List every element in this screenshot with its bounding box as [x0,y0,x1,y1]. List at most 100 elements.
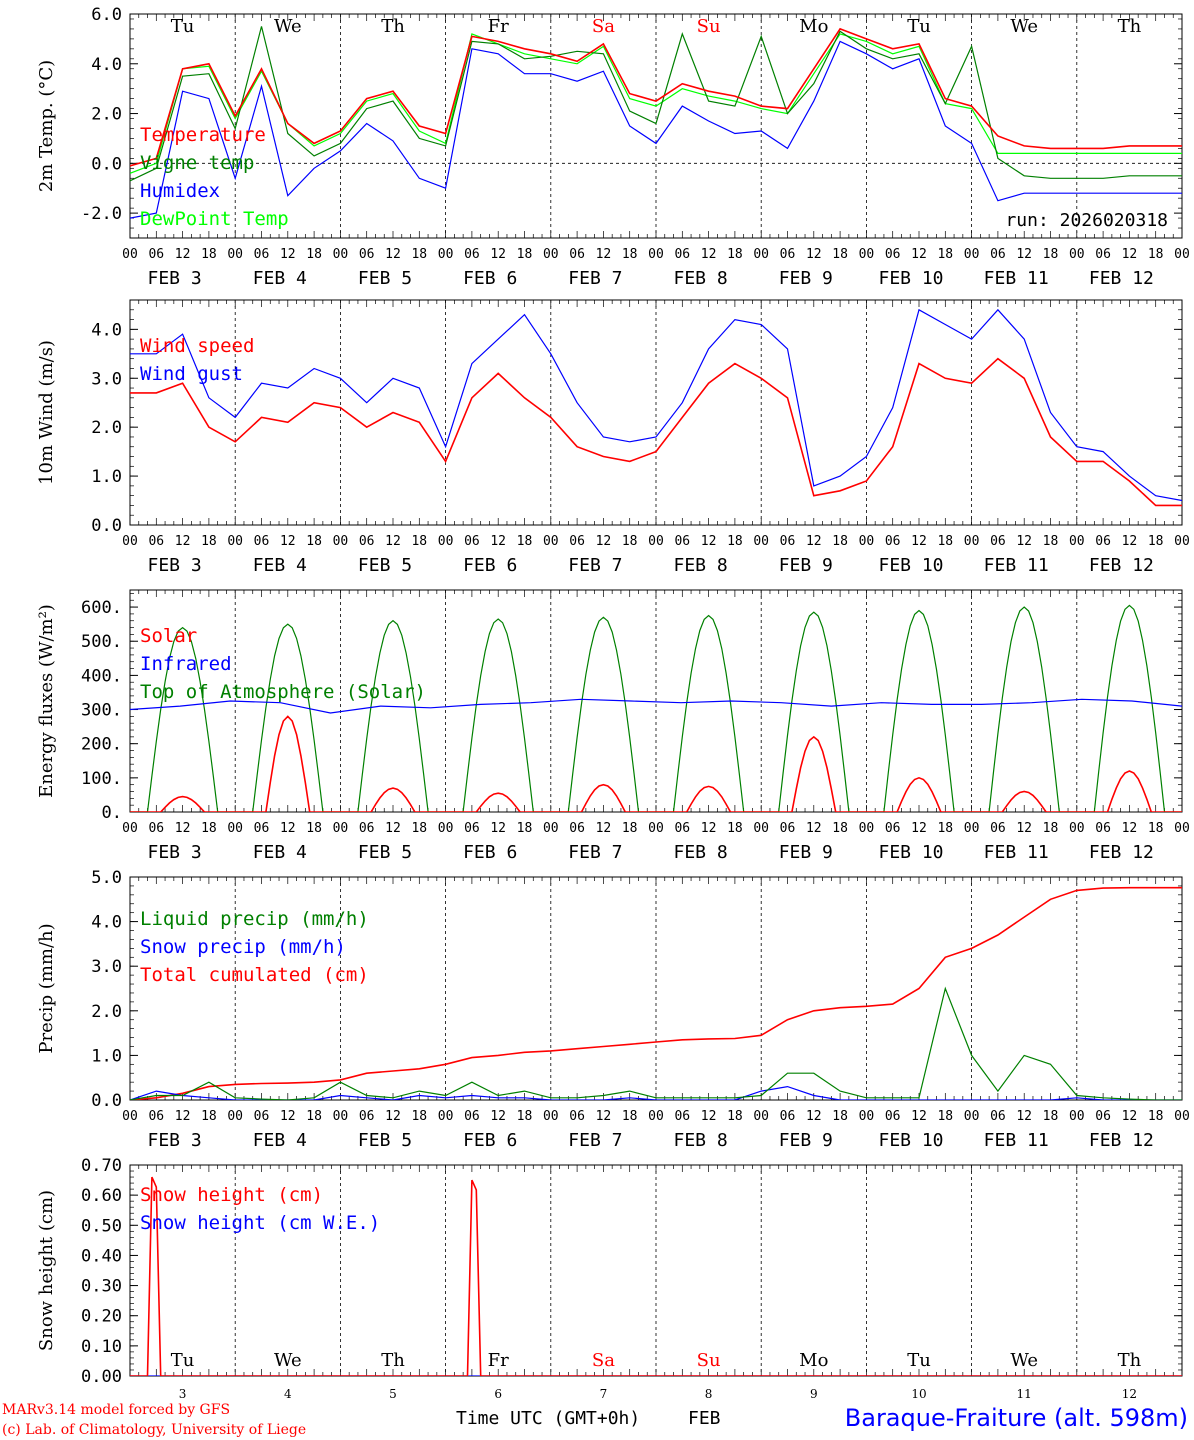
hour-tick-label: 18 [411,247,427,262]
hour-tick-label: 00 [438,247,454,262]
hour-tick-label: 12 [701,534,717,549]
hour-tick-label: 18 [832,1109,848,1124]
hour-tick-label: 06 [569,821,585,836]
day-label: FEB 7 [568,555,622,576]
hour-tick-label: 00 [859,821,875,836]
hour-tick-label: 06 [1095,821,1111,836]
day-label: FEB 4 [253,268,307,289]
series-group [130,26,1182,219]
legend-entry: Vigne temp [140,152,254,174]
y-tick-label: 1.0 [91,1046,122,1066]
day-label: FEB 6 [463,842,517,863]
hour-tick-label: 00 [648,534,664,549]
copyright-credit: (c) Lab. of Climatology, University of L… [2,1422,306,1438]
hour-tick-label: 18 [201,1109,217,1124]
hour-tick-label: 18 [517,247,533,262]
hour-tick-label: 06 [569,534,585,549]
hour-tick-label: 12 [490,1109,506,1124]
month-label: FEB [688,1408,721,1429]
day-label: FEB 8 [674,1130,728,1151]
hour-tick-label: 12 [1016,247,1032,262]
series-line [130,604,1182,812]
hour-tick-label: 00 [1069,1109,1085,1124]
run-label: run: 2026020318 [1005,210,1168,231]
weekday-label: Tu [171,1350,195,1371]
hour-tick-label: 18 [517,534,533,549]
panel-2: 0.0 1.0 2.0 3.0 4.0 10m Wind (m/s) 00 06 12 18 00 0… [36,299,1190,576]
hour-tick-label: 18 [411,1109,427,1124]
hour-tick-label: 18 [937,1109,953,1124]
weekday-label: We [274,16,302,37]
series-group [130,604,1182,812]
hour-tick-label: 00 [438,534,454,549]
hour-tick-label: 06 [569,247,585,262]
day-number-label: 8 [705,1387,713,1401]
y-tick-label: 4.0 [91,913,122,933]
hour-tick-label: 12 [280,247,296,262]
legend-entry: Temperature [140,124,266,146]
y-tick-label: 1.0 [91,467,122,487]
day-number-label: 12 [1122,1387,1137,1401]
hour-tick-label: 18 [832,821,848,836]
hour-tick-label: 00 [1069,821,1085,836]
series-line [130,27,1182,167]
day-label: FEB 4 [253,555,307,576]
hour-tick-label: 00 [964,534,980,549]
y-tick-label: 0.20 [81,1307,122,1327]
hour-tick-label: 18 [622,247,638,262]
hour-tick-label: 12 [806,247,822,262]
day-label: FEB 7 [568,1130,622,1151]
hour-tick-label: 00 [543,247,559,262]
hour-tick-label: 00 [859,534,875,549]
day-label: FEB 4 [253,1130,307,1151]
day-label: FEB 10 [878,555,943,576]
y-tick-label: 0.0 [91,516,122,536]
y-tick-label: 600. [81,598,122,618]
hour-tick-label: 00 [1174,247,1190,262]
hour-tick-label: 18 [727,247,743,262]
weekday-label: Mo [799,1350,828,1371]
hour-tick-label: 12 [596,1109,612,1124]
hour-tick-label: 18 [1148,1109,1164,1124]
legend-entry: Snow height (cm) [140,1184,323,1206]
day-label: FEB 12 [1089,842,1154,863]
hour-tick-label: 18 [937,247,953,262]
hour-tick-label: 06 [780,1109,796,1124]
hour-tick-label: 12 [175,1109,191,1124]
day-label: FEB 12 [1089,555,1154,576]
y-tick-label: 0.40 [81,1246,122,1266]
day-label: FEB 10 [878,842,943,863]
hour-tick-label: 06 [359,247,375,262]
hour-tick-label: 00 [1174,821,1190,836]
hour-tick-label: 06 [885,1109,901,1124]
hour-tick-label: 06 [1095,534,1111,549]
day-label: FEB 10 [878,1130,943,1151]
day-label: FEB 3 [148,1130,202,1151]
legend-entry: Humidex [140,180,220,202]
hour-tick-label: 12 [911,534,927,549]
weekday-label: Th [381,1350,405,1371]
hour-tick-label: 12 [1016,821,1032,836]
legend-entry: Wind gust [140,363,243,385]
hour-tick-label: 06 [359,1109,375,1124]
y-tick-label: 0. [102,803,122,823]
hour-tick-label: 12 [596,821,612,836]
hour-tick-label: 18 [937,821,953,836]
day-label: FEB 5 [358,268,412,289]
hour-tick-label: 18 [517,1109,533,1124]
day-label: FEB 9 [779,1130,833,1151]
hour-tick-label: 06 [569,1109,585,1124]
y-tick-label: 0.10 [81,1337,122,1357]
hour-tick-label: 12 [175,247,191,262]
hour-tick-label: 00 [964,247,980,262]
hour-tick-label: 12 [1016,1109,1032,1124]
hour-tick-label: 12 [490,247,506,262]
hour-tick-label: 18 [306,821,322,836]
hour-tick-label: 06 [990,1109,1006,1124]
hour-tick-label: 18 [1148,821,1164,836]
station-label: Baraque-Fraiture (alt. 598m) [845,1404,1188,1432]
y-tick-label: 3.0 [91,957,122,977]
hour-tick-label: 12 [911,821,927,836]
hour-tick-label: 00 [964,821,980,836]
